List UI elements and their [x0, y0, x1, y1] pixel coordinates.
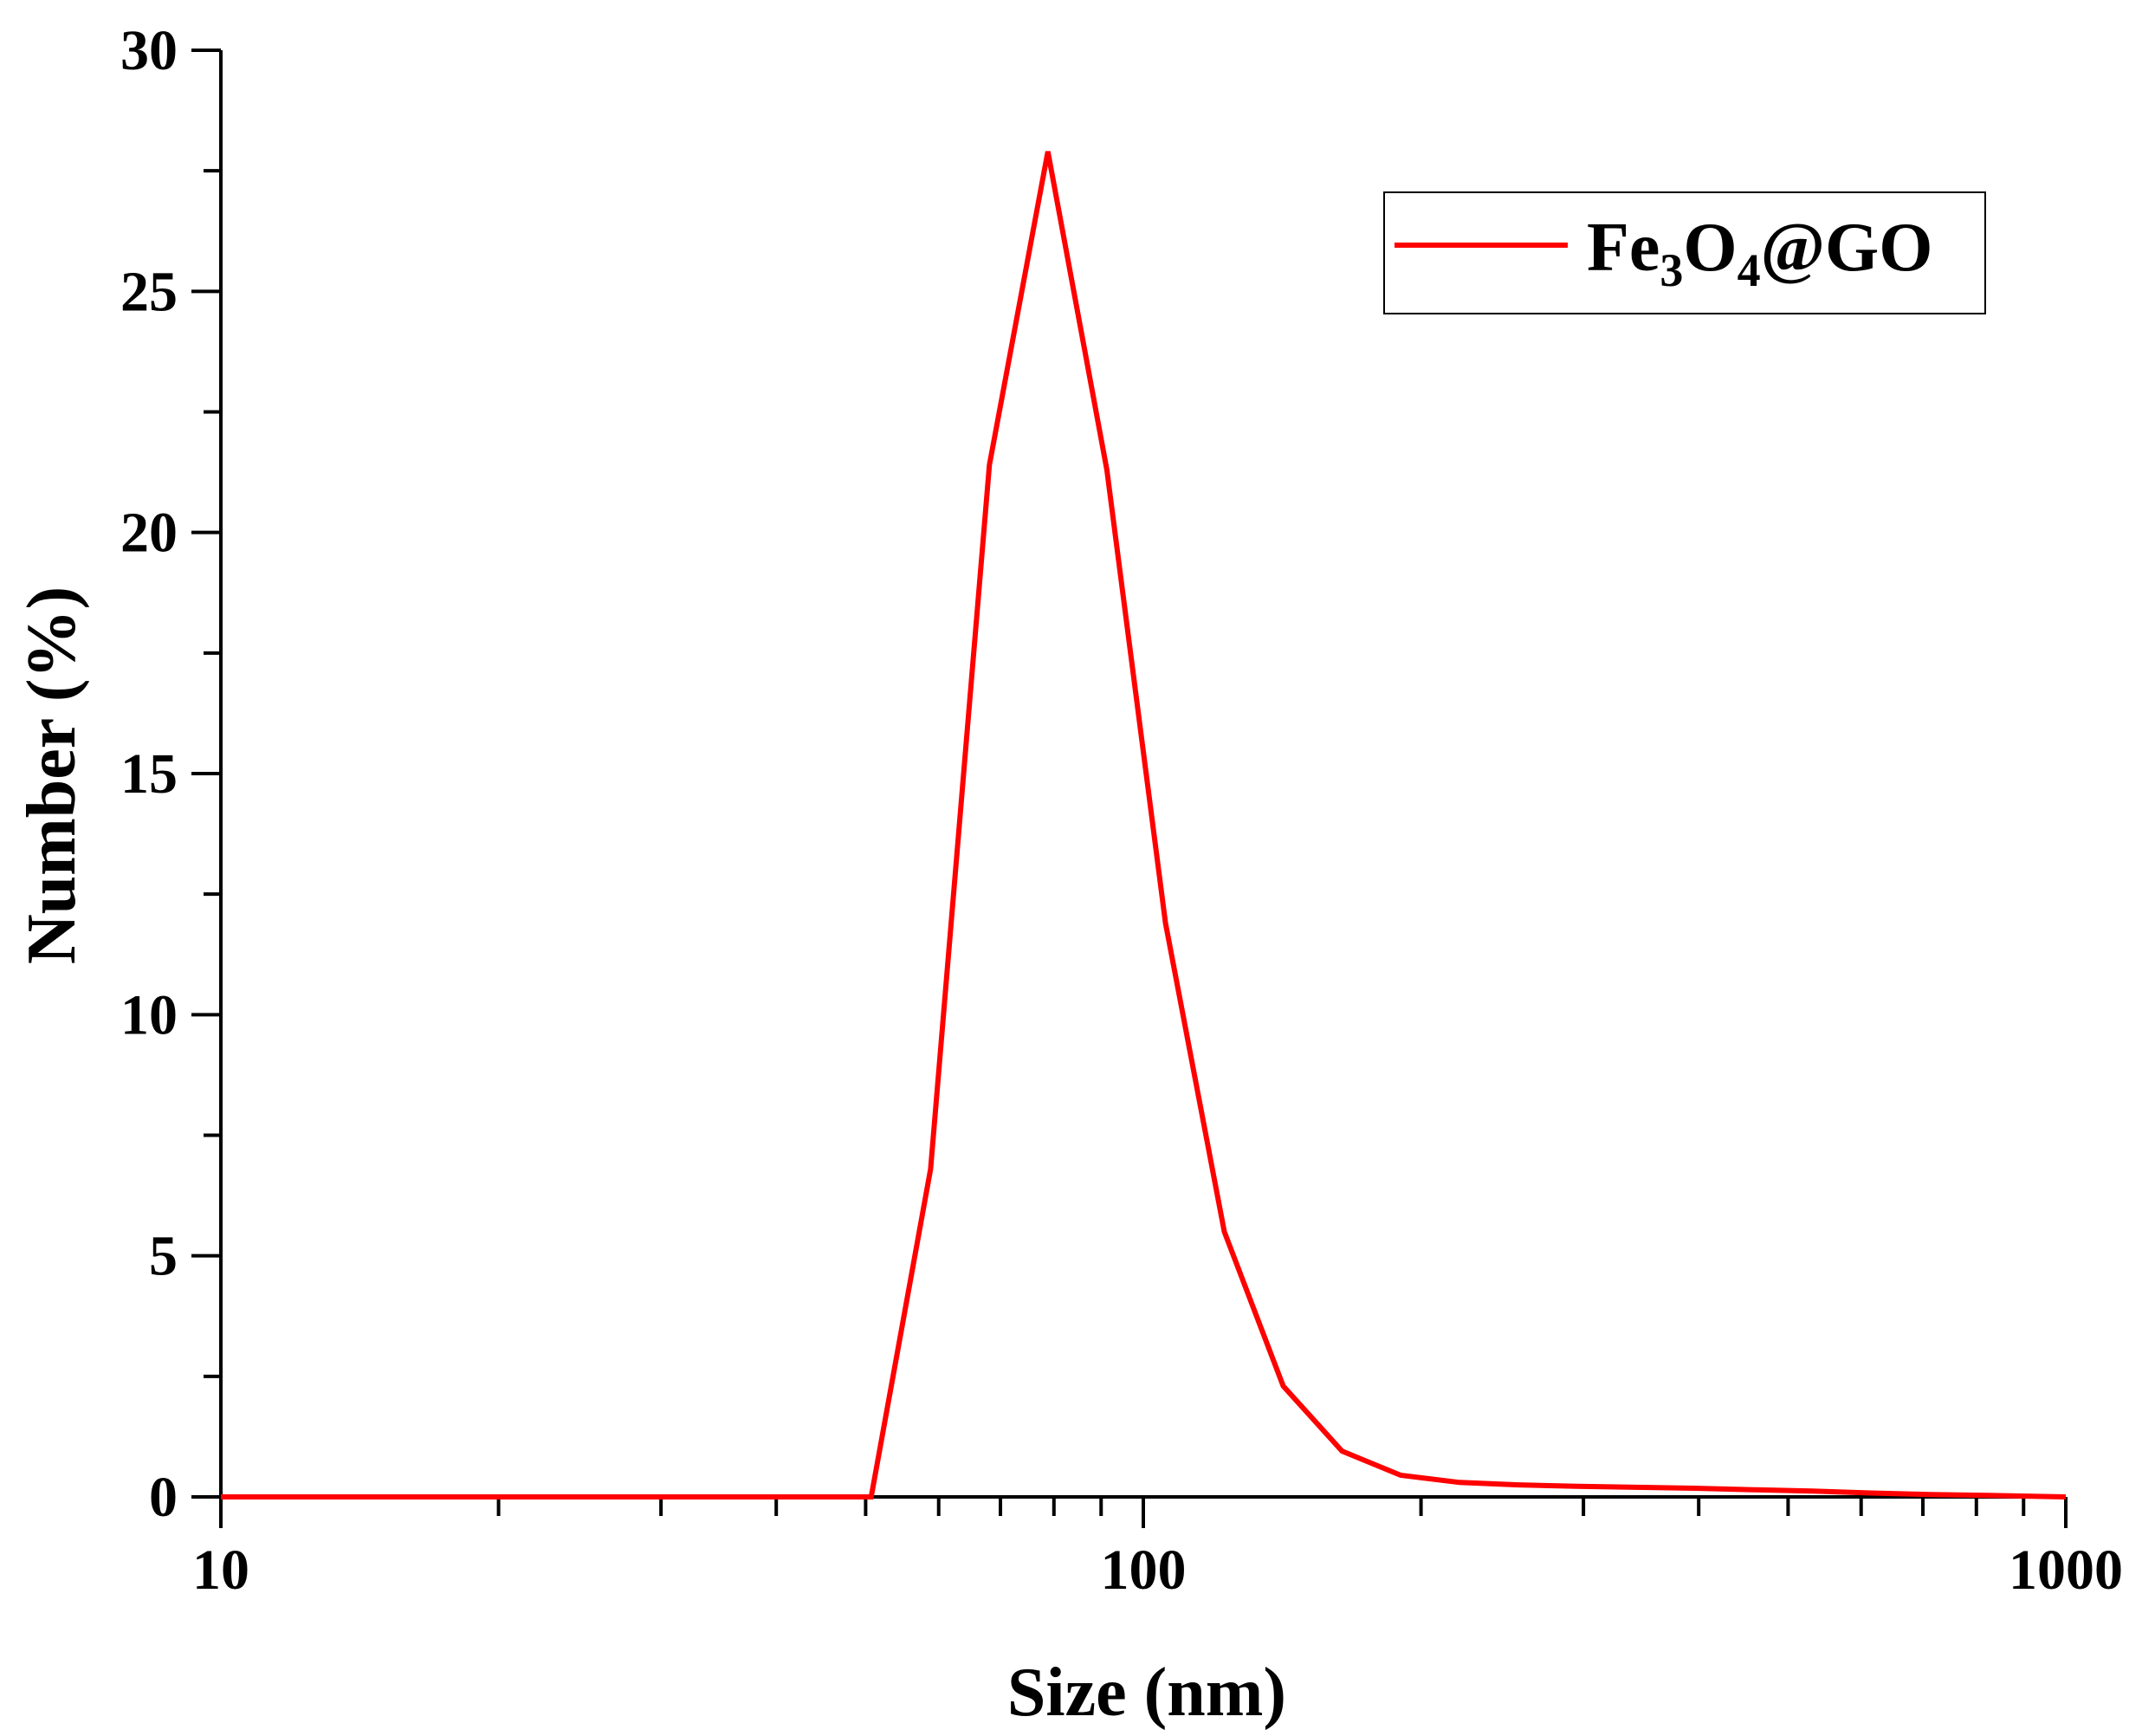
x-tick-label: 10 [192, 1538, 249, 1602]
plot-area [221, 151, 2067, 1500]
y-tick-label: 0 [149, 1466, 178, 1529]
y-axis-title: Number (%) [14, 586, 90, 964]
y-tick-label: 30 [120, 19, 178, 82]
legend-box [1383, 191, 1986, 314]
y-tick-label: 20 [120, 502, 178, 565]
x-axis-title: Size (nm) [1007, 1655, 1286, 1731]
y-tick-label: 15 [120, 742, 178, 806]
x-tick-label: 1000 [2009, 1538, 2123, 1602]
legend-text-o: O [1683, 210, 1737, 286]
legend-text-at-go: @GO [1761, 210, 1933, 286]
legend: Fe3O4@GO [1383, 191, 1986, 314]
x-ticks: 10 100 1000 [192, 1497, 2123, 1602]
y-tick-label: 25 [120, 260, 178, 323]
legend-subscript-3: 3 [1660, 244, 1683, 296]
legend-entry-label: Fe3O4@GO [1587, 210, 1932, 296]
series-line-fe3o4-go [221, 151, 2067, 1500]
legend-text-fe: Fe [1587, 210, 1660, 286]
y-ticks: 0 5 10 15 20 25 30 [120, 19, 221, 1529]
x-tick-label: 100 [1101, 1538, 1187, 1602]
legend-subscript-4: 4 [1738, 244, 1761, 296]
y-tick-label: 10 [120, 983, 178, 1046]
y-tick-label: 5 [149, 1225, 178, 1288]
